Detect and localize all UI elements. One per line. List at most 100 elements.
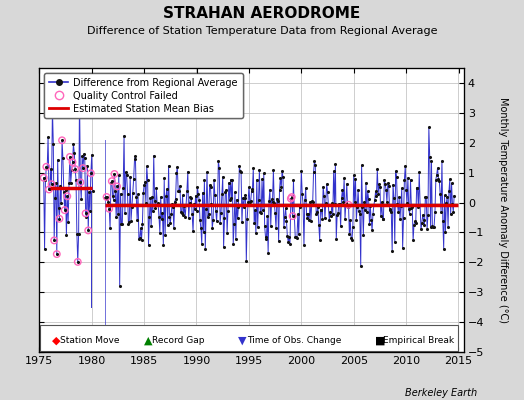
Point [152,185,160,191]
Point [325,217,333,223]
Point [177,209,185,215]
Point [406,211,414,218]
Point [346,216,354,223]
Point [367,217,375,224]
Point [68,159,77,165]
Point [263,213,271,220]
Point [260,223,269,230]
Point [376,184,384,190]
Point [309,169,318,176]
Point [345,230,354,237]
Point [217,210,225,216]
Point [195,196,203,203]
Point [202,206,210,213]
Point [247,188,256,195]
Point [303,215,312,222]
Point [249,165,257,171]
Point [266,186,274,193]
Point [274,198,282,204]
Point [52,251,61,257]
Point [108,193,117,199]
Text: Empirical Break: Empirical Break [383,336,454,345]
Point [102,194,111,200]
Point [88,152,96,158]
Point [354,186,362,193]
Point [435,177,443,184]
Point [215,165,223,172]
Point [40,246,49,252]
Point [358,204,367,210]
Point [288,213,297,219]
Point [299,201,307,208]
Point [271,210,279,216]
Point [71,166,79,172]
Point [181,214,189,220]
Point [365,220,374,227]
Point [192,208,201,214]
Point [184,215,193,222]
Point [288,194,296,200]
Text: ▲: ▲ [144,336,152,346]
Point [213,202,222,208]
Point [219,174,227,180]
Point [194,191,202,197]
Text: Record Gap: Record Gap [152,336,205,345]
Point [141,200,150,206]
Point [398,185,406,191]
Point [269,167,278,173]
Point [386,207,395,214]
Point [352,217,361,223]
Point [421,194,430,200]
Point [432,171,441,178]
Point [45,186,53,193]
Point [356,211,364,218]
Point [316,206,325,213]
Point [145,214,154,220]
Point [232,236,240,243]
Point [344,202,353,208]
Point [233,196,241,203]
Point [166,220,174,226]
Point [290,213,299,219]
Point [196,225,205,231]
Point [261,234,270,240]
Point [281,205,290,211]
Point [292,234,300,240]
Point [211,192,219,198]
Point [61,186,70,193]
Point [159,242,168,248]
Point [410,221,418,228]
Point [372,188,380,194]
Point [250,220,258,226]
Point [268,198,277,205]
Point [403,175,412,181]
Point [369,211,377,217]
Point [157,216,166,223]
Point [317,207,325,214]
Point [285,234,293,240]
Point [207,200,215,207]
Point [189,228,197,235]
Point [308,198,316,204]
Point [390,239,399,245]
Point [79,165,87,171]
Point [293,211,302,217]
Point [147,222,155,229]
Point [53,156,62,163]
Point [397,202,405,209]
Point [170,225,178,231]
Point [110,171,118,177]
Point [50,237,58,244]
Point [140,182,148,188]
Point [322,200,330,206]
Point [154,200,162,206]
Point [60,189,68,195]
Point [205,182,214,188]
Point [155,214,163,220]
Point [76,179,84,186]
Point [135,236,143,243]
Point [148,194,156,200]
Point [446,211,455,218]
Point [407,205,416,211]
Point [57,199,66,206]
